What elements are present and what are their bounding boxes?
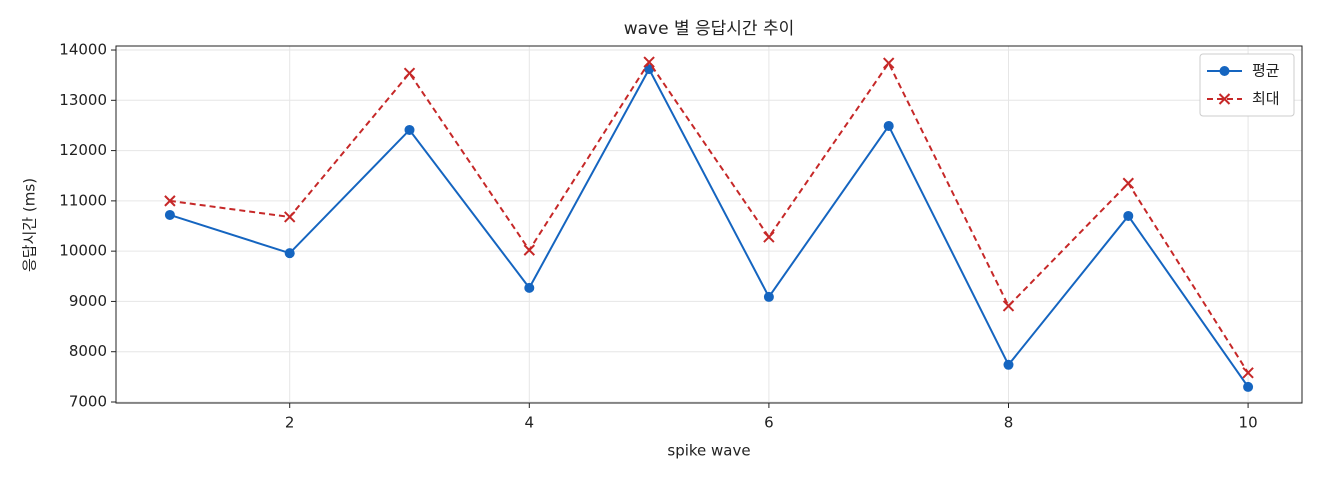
marker	[882, 57, 895, 69]
y-tick-label: 8000	[69, 342, 107, 360]
marker	[644, 64, 655, 75]
y-tick-label: 10000	[59, 242, 107, 260]
marker	[284, 248, 295, 259]
y-axis-label: 응답시간 (ms)	[21, 178, 39, 272]
marker	[763, 231, 775, 243]
legend-marker	[1219, 66, 1230, 76]
marker	[1002, 300, 1015, 312]
marker	[1122, 177, 1134, 189]
marker	[523, 244, 536, 256]
marker	[404, 124, 415, 135]
plot-frame	[115, 45, 1303, 404]
marker	[883, 120, 894, 131]
legend-marker	[1218, 93, 1231, 105]
marker	[403, 67, 416, 79]
marker	[763, 291, 774, 302]
marker	[1123, 210, 1134, 221]
marker	[1003, 359, 1014, 370]
legend-label: 최대	[1252, 90, 1280, 108]
marker	[524, 282, 535, 293]
x-axis-label: spike wave	[667, 442, 750, 460]
marker	[1242, 367, 1254, 379]
marker	[283, 211, 296, 223]
marker	[643, 56, 655, 68]
legend-box	[1199, 53, 1295, 117]
series-line	[169, 67, 1249, 388]
x-tick-label: 4	[525, 414, 535, 432]
y-tick-label: 14000	[59, 41, 107, 59]
y-tick-label: 11000	[59, 191, 107, 209]
marker	[1243, 381, 1254, 392]
y-tick-label: 7000	[69, 392, 107, 410]
y-tick-label: 13000	[59, 91, 107, 109]
marker	[164, 195, 176, 207]
y-tick-label: 9000	[69, 292, 107, 310]
x-tick-label: 2	[285, 414, 295, 432]
y-tick-label: 12000	[59, 141, 107, 159]
series-line	[169, 60, 1249, 374]
legend-label: 평균	[1252, 62, 1280, 80]
x-tick-label: 10	[1239, 414, 1258, 432]
x-tick-label: 8	[1004, 414, 1014, 432]
marker	[164, 209, 175, 220]
chart-title: wave 별 응답시간 추이	[624, 19, 795, 39]
x-tick-label: 6	[764, 414, 774, 432]
